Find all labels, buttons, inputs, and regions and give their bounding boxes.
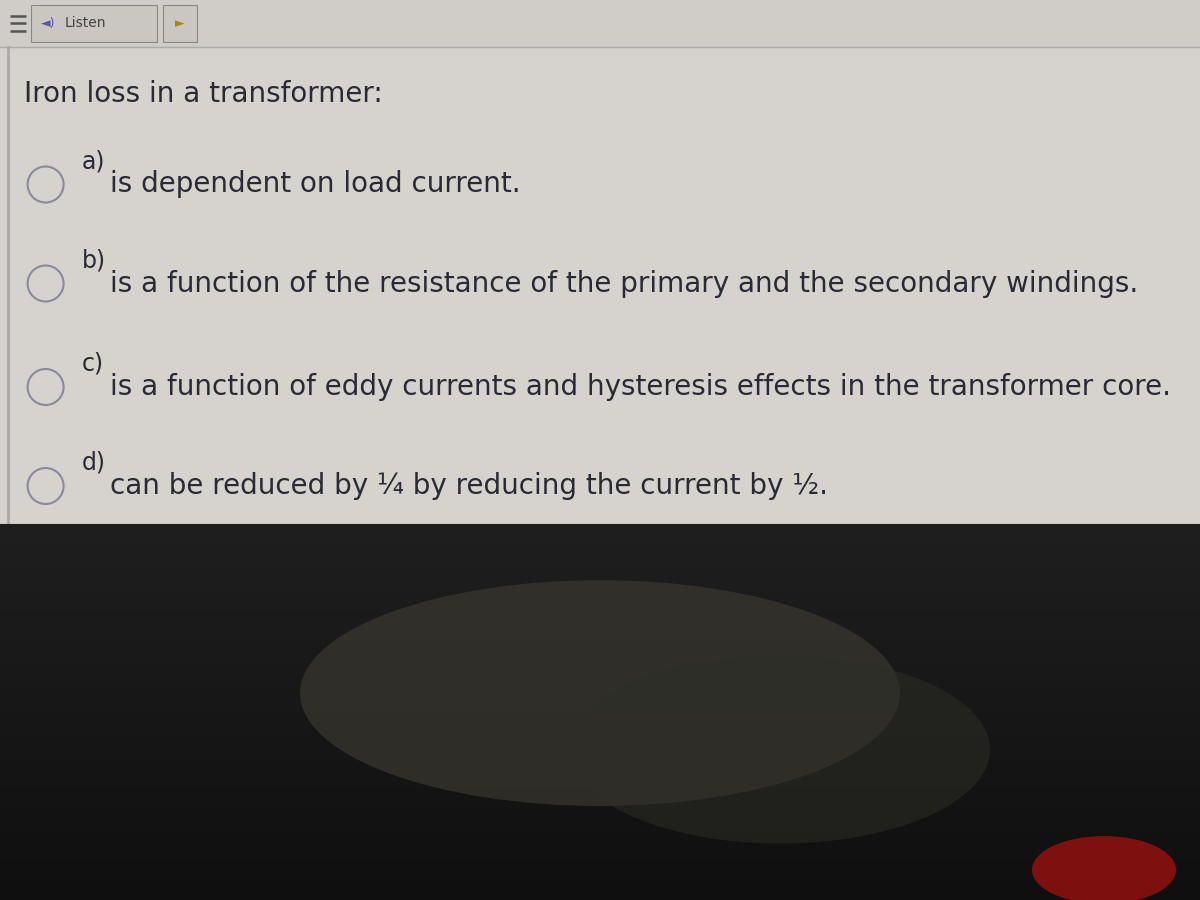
Ellipse shape (300, 580, 900, 806)
Bar (0, 0, 1200, 524)
FancyBboxPatch shape (163, 4, 197, 42)
Text: can be reduced by ¼ by reducing the current by ½.: can be reduced by ¼ by reducing the curr… (110, 472, 828, 500)
Text: d): d) (82, 451, 106, 475)
Text: c): c) (82, 352, 103, 376)
Text: is dependent on load current.: is dependent on load current. (110, 170, 521, 199)
Bar (0, 0, 1200, 47)
Ellipse shape (570, 655, 990, 843)
Text: is a function of eddy currents and hysteresis effects in the transformer core.: is a function of eddy currents and hyste… (110, 373, 1171, 401)
Text: ◄): ◄) (41, 17, 55, 30)
Ellipse shape (1032, 836, 1176, 900)
Text: a): a) (82, 149, 106, 174)
Text: b): b) (82, 248, 106, 273)
Text: is a function of the resistance of the primary and the secondary windings.: is a function of the resistance of the p… (110, 269, 1139, 298)
Text: Iron loss in a transformer:: Iron loss in a transformer: (24, 80, 383, 109)
Text: Listen: Listen (65, 16, 107, 31)
Text: ►: ► (175, 17, 185, 30)
FancyBboxPatch shape (31, 4, 157, 42)
